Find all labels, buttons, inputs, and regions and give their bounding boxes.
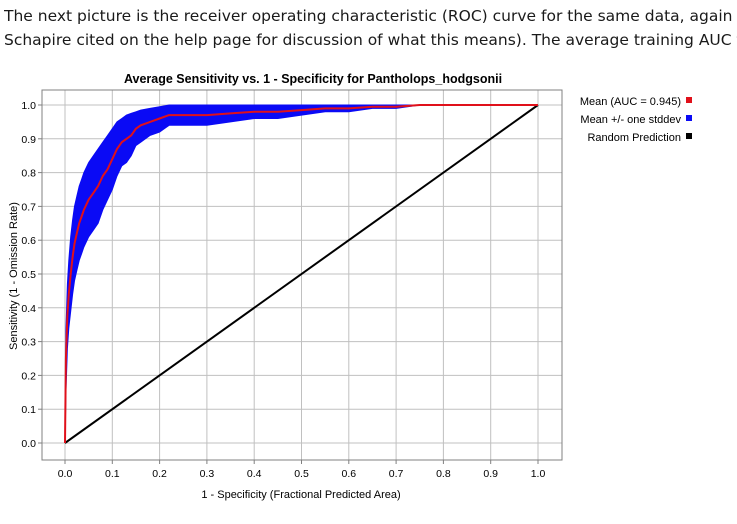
y-tick-label: 0.8	[21, 168, 36, 180]
stddev-band	[64, 104, 538, 444]
y-tick-label: 0.6	[21, 235, 36, 247]
x-tick-label: 0.6	[341, 468, 356, 480]
legend-swatch	[686, 97, 692, 103]
legend-swatch	[686, 115, 692, 121]
legend: Mean (AUC = 0.945) Mean +/- one stddev Ran…	[580, 96, 692, 144]
y-tick-label: 0.0	[21, 438, 36, 450]
y-tick-label: 0.7	[21, 201, 36, 213]
x-tick-label: 0.8	[436, 468, 451, 480]
intro-paragraph: The next picture is the receiver operati…	[4, 4, 737, 52]
x-tick-label: 1.0	[531, 468, 546, 480]
x-tick-label: 0.4	[247, 468, 262, 480]
x-tick-label: 0.2	[152, 468, 167, 480]
y-tick-label: 1.0	[21, 100, 36, 112]
mean-roc-curve	[64, 104, 538, 444]
intro-paragraph-line-2: Schapire cited on the help page for disc…	[4, 31, 737, 49]
legend-label: Mean +/- one stddev	[580, 114, 681, 126]
x-tick-label: 0.7	[389, 468, 404, 480]
chart-title: Average Sensitivity vs. 1 - Specificity …	[124, 72, 502, 86]
y-tick-label: 0.9	[21, 134, 36, 146]
random-prediction-line	[64, 104, 539, 444]
intro-paragraph-line-1: The next picture is the receiver operati…	[4, 7, 737, 25]
y-tick-label: 0.4	[21, 303, 36, 315]
x-tick-label: 0.0	[58, 468, 73, 480]
legend-swatch	[686, 133, 692, 139]
y-tick-label: 0.1	[21, 404, 36, 416]
y-axis-label: Sensitivity (1 - Omission Rate)	[8, 202, 20, 350]
y-tick-label: 0.5	[21, 269, 36, 281]
y-tick-label: 0.3	[21, 337, 36, 349]
y-tick-label: 0.2	[21, 370, 36, 382]
legend-label: Mean (AUC = 0.945)	[580, 96, 681, 108]
x-tick-label: 0.1	[105, 468, 120, 480]
x-tick-label: 0.5	[294, 468, 309, 480]
x-tick-label: 0.3	[200, 468, 215, 480]
legend-label: Random Prediction	[587, 132, 681, 144]
x-axis-label: 1 - Specificity (Fractional Predicted Ar…	[201, 489, 400, 501]
x-tick-label: 0.9	[483, 468, 498, 480]
